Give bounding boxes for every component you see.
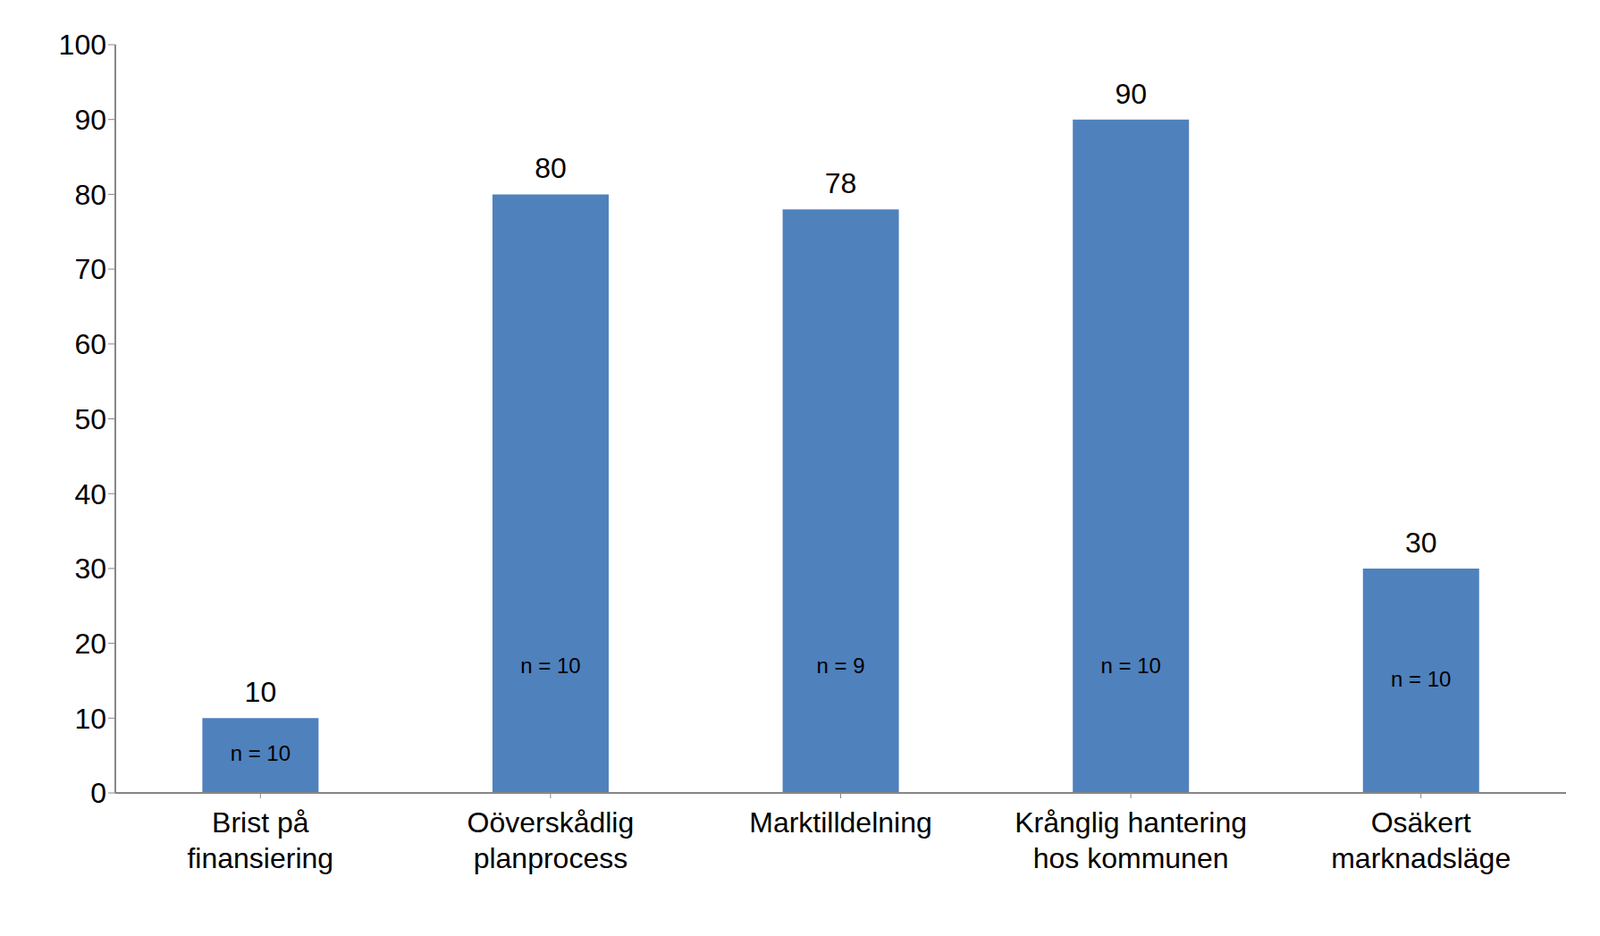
svg-text:planprocess: planprocess — [473, 842, 629, 875]
svg-text:n = 10: n = 10 — [230, 741, 291, 766]
svg-text:finansiering: finansiering — [186, 842, 334, 875]
svg-text:Brist på: Brist på — [211, 806, 310, 839]
svg-text:Krånglig hantering: Krånglig hantering — [1014, 806, 1247, 839]
svg-text:0: 0 — [90, 776, 107, 809]
svg-text:n = 10: n = 10 — [520, 653, 581, 678]
svg-text:n = 10: n = 10 — [1390, 666, 1451, 691]
svg-text:100: 100 — [58, 28, 107, 61]
svg-text:30: 30 — [74, 552, 107, 585]
svg-text:hos kommunen: hos kommunen — [1033, 842, 1230, 875]
svg-text:Oöverskådlig: Oöverskådlig — [467, 806, 635, 839]
svg-text:n = 9: n = 9 — [816, 653, 866, 678]
svg-text:40: 40 — [74, 478, 107, 511]
svg-text:30: 30 — [1405, 526, 1438, 559]
svg-text:78: 78 — [825, 167, 858, 200]
svg-text:60: 60 — [74, 328, 107, 361]
svg-text:70: 70 — [74, 252, 107, 286]
svg-text:20: 20 — [74, 627, 107, 660]
svg-text:90: 90 — [74, 103, 107, 136]
svg-text:10: 10 — [244, 675, 278, 708]
svg-text:90: 90 — [1114, 77, 1147, 110]
svg-text:80: 80 — [534, 151, 567, 185]
svg-text:10: 10 — [74, 702, 107, 735]
svg-text:n = 10: n = 10 — [1100, 653, 1161, 678]
svg-text:80: 80 — [74, 178, 107, 211]
svg-text:Osäkert: Osäkert — [1371, 806, 1472, 839]
svg-text:marknadsläge: marknadsläge — [1330, 842, 1511, 875]
svg-text:50: 50 — [74, 403, 107, 436]
svg-text:Marktilldelning: Marktilldelning — [749, 806, 933, 839]
